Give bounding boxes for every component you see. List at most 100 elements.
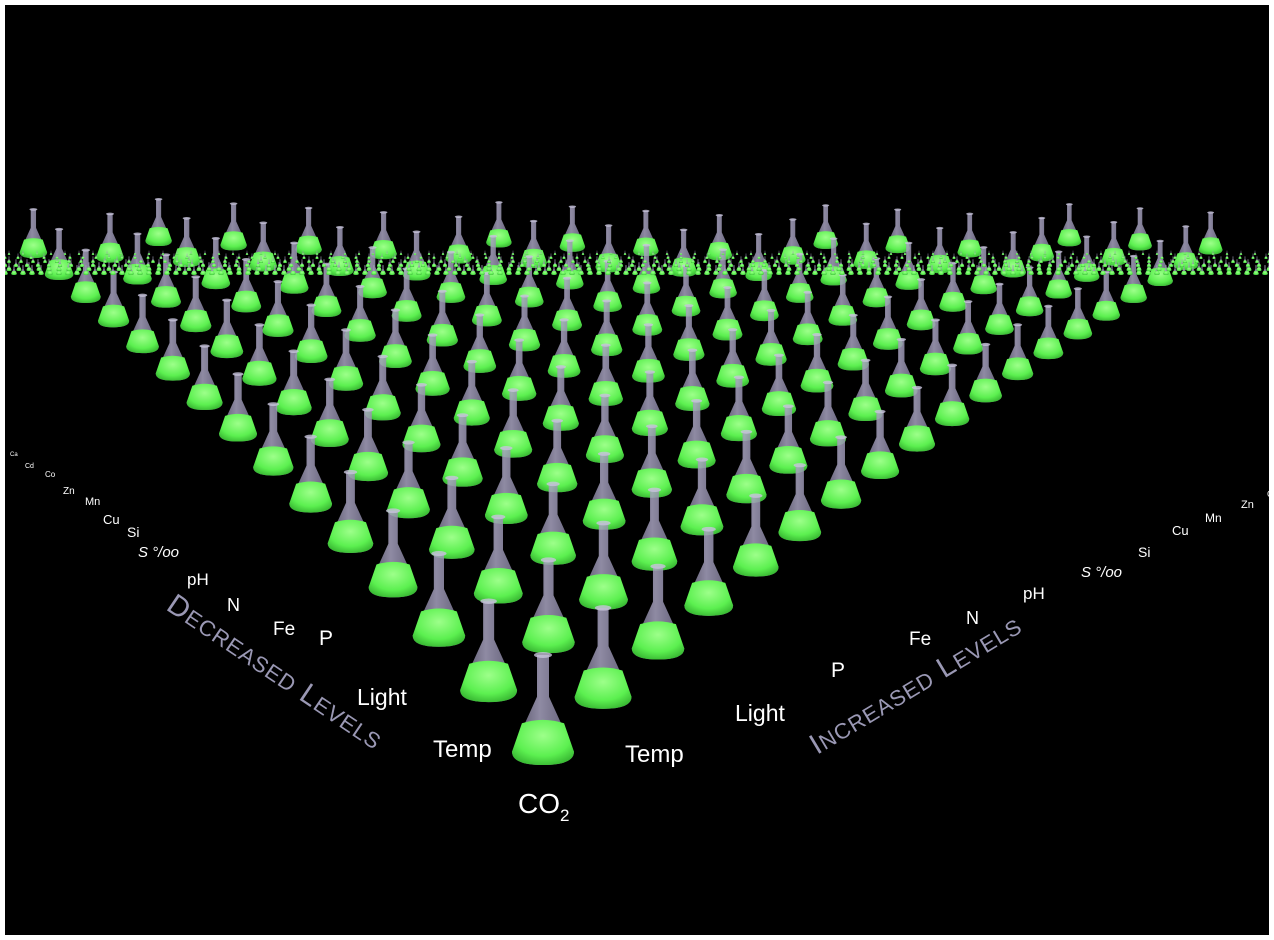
flask (276, 253, 280, 259)
flask (290, 265, 296, 275)
flask (203, 250, 207, 255)
flask (970, 259, 976, 267)
flask (226, 262, 232, 271)
flask (200, 259, 206, 267)
flask (726, 262, 732, 271)
flask (566, 262, 572, 271)
flask (341, 253, 345, 259)
flask (903, 250, 907, 255)
flask (650, 265, 656, 275)
flask (206, 262, 212, 271)
left-axis-label: Mn (85, 496, 100, 508)
flask (6, 262, 12, 271)
flask (210, 298, 244, 359)
flask (222, 259, 228, 267)
flask (176, 262, 182, 271)
flask (223, 256, 227, 263)
flask (1045, 250, 1072, 299)
right-axis-label: Light (735, 700, 785, 726)
flask (262, 280, 294, 337)
flask (575, 253, 579, 259)
flask (569, 265, 575, 275)
flask (581, 250, 585, 255)
flask (211, 253, 215, 259)
flask (1243, 256, 1247, 263)
flask (1099, 250, 1103, 255)
flask (861, 250, 865, 255)
flask (1082, 253, 1086, 259)
flask (189, 250, 193, 255)
flask (175, 250, 179, 255)
flask (585, 393, 624, 463)
flask (1123, 256, 1127, 263)
flask (497, 250, 501, 255)
flask (328, 253, 332, 259)
flask (81, 253, 85, 259)
flask (907, 256, 911, 263)
flask (19, 256, 23, 263)
flask (1056, 262, 1062, 271)
flask (167, 259, 173, 267)
flask (837, 313, 869, 371)
flask (523, 256, 527, 263)
flask (1108, 253, 1112, 259)
flask (1179, 259, 1185, 267)
right-axis-label: S °/oo (1081, 564, 1122, 581)
flask (406, 253, 410, 259)
flask (1256, 259, 1262, 267)
flask (898, 385, 936, 452)
flask (133, 250, 137, 255)
flask (889, 250, 893, 255)
flask (151, 256, 155, 263)
flask (336, 262, 342, 271)
flask (721, 250, 725, 255)
flask (525, 250, 529, 255)
flask (127, 256, 131, 263)
right-axis-label: Temp (625, 741, 684, 768)
flask (237, 253, 241, 259)
flask (695, 259, 701, 267)
flask (364, 354, 401, 421)
flask (466, 262, 472, 271)
flask (107, 253, 111, 259)
flask (1085, 250, 1089, 255)
flask (1225, 253, 1229, 259)
flask (626, 262, 632, 271)
flask (231, 258, 262, 313)
flask (1006, 262, 1012, 271)
flask (19, 208, 48, 259)
flask (766, 262, 772, 271)
flask (289, 253, 293, 259)
flask (310, 377, 349, 447)
flask (574, 605, 632, 709)
flask (966, 262, 972, 271)
flask (836, 262, 842, 271)
flask (91, 250, 95, 255)
flask (159, 253, 163, 259)
flask (161, 250, 165, 255)
flask (443, 265, 449, 275)
flask (371, 265, 377, 275)
flask (992, 259, 998, 267)
flask (746, 262, 752, 271)
flask (1216, 262, 1222, 271)
flask (1206, 262, 1212, 271)
flask (643, 256, 647, 263)
flask (302, 253, 306, 259)
flask (1036, 259, 1042, 267)
flask (1171, 256, 1175, 263)
flask (1226, 262, 1232, 271)
flask (123, 259, 129, 267)
flask (675, 348, 710, 411)
flask (559, 256, 563, 263)
flask (396, 262, 402, 271)
flask (731, 265, 737, 275)
flask (103, 256, 107, 263)
flask (749, 265, 755, 275)
flask (926, 253, 930, 259)
flask (1245, 259, 1251, 267)
flask (511, 256, 515, 263)
flask (1027, 256, 1031, 263)
flask (516, 262, 522, 271)
flask (549, 253, 553, 259)
